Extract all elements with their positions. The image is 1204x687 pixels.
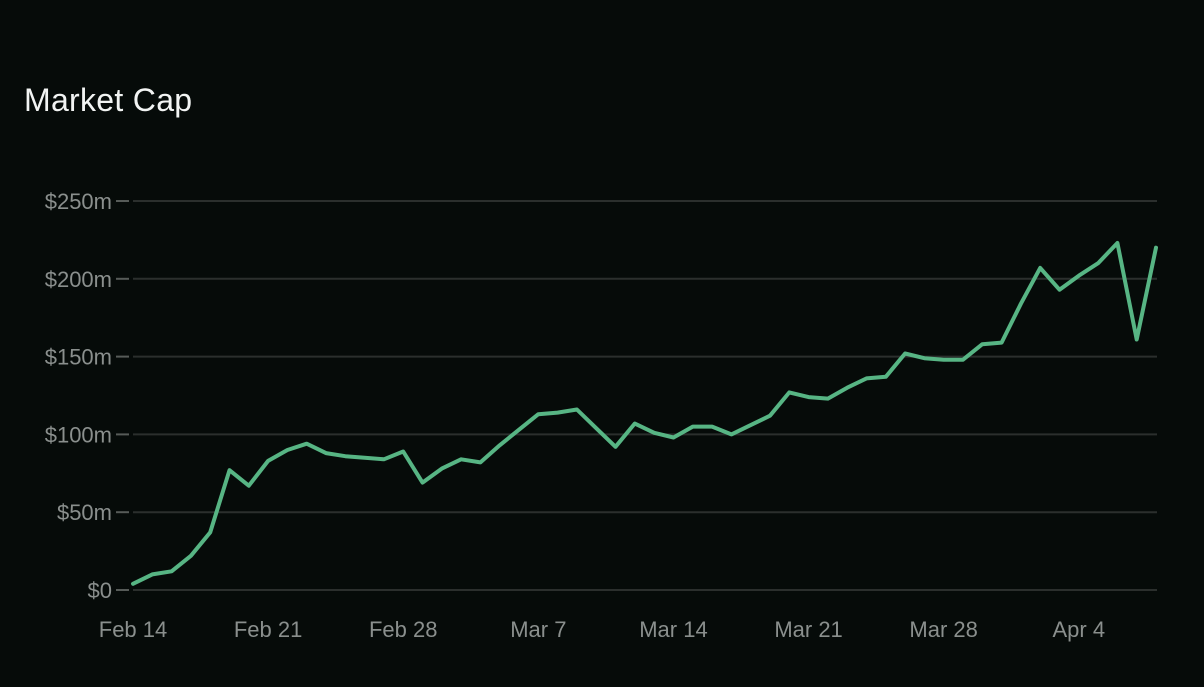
y-axis-label: $200m: [45, 267, 112, 292]
market-cap-series-line: [131, 241, 1158, 586]
x-axis-label: Mar 28: [909, 617, 977, 642]
chart-title: Market Cap: [24, 82, 193, 118]
y-axis-label: $150m: [45, 345, 112, 370]
y-axis-label: $50m: [57, 500, 112, 525]
y-axis-label: $0: [88, 578, 112, 603]
x-axis-label: Apr 4: [1052, 617, 1105, 642]
x-axis-label: Feb 28: [369, 617, 438, 642]
x-axis-label: Feb 14: [99, 617, 168, 642]
x-axis-label: Feb 21: [234, 617, 303, 642]
x-axis-label: Mar 14: [639, 617, 707, 642]
x-axis-label: Mar 21: [774, 617, 842, 642]
y-axis-label: $100m: [45, 422, 112, 447]
y-axis-label: $250m: [45, 189, 112, 214]
x-axis-label: Mar 7: [510, 617, 566, 642]
